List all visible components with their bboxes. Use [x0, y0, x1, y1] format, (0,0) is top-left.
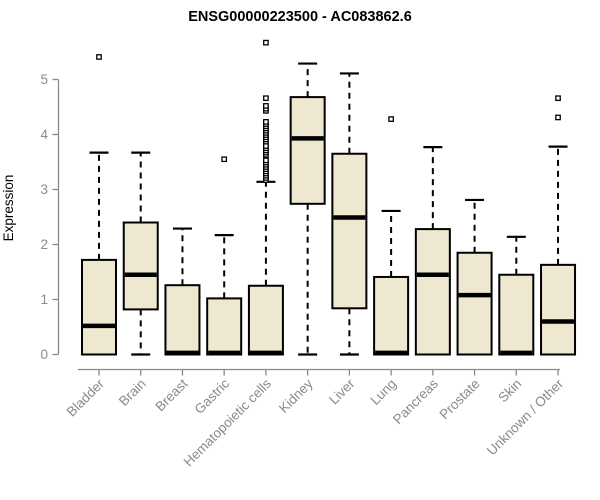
box-iqr	[456, 251, 493, 356]
box-group-kidney	[289, 62, 326, 356]
x-tick-label: Gastric	[191, 376, 232, 417]
box-group-brain	[122, 151, 159, 356]
outlier-point	[263, 157, 269, 164]
box-iqr	[206, 297, 243, 356]
y-tick-label: 2	[40, 237, 48, 252]
box-iqr	[122, 221, 159, 311]
x-tick-label: Lung	[367, 376, 399, 408]
box-group-lung	[373, 116, 410, 356]
outlier-point	[96, 54, 102, 60]
box-group-gastric	[206, 156, 243, 356]
box-group-bladder	[81, 54, 117, 356]
x-tick-label: Prostate	[437, 376, 483, 422]
y-tick-label: 5	[40, 72, 48, 87]
box-group-prostate	[456, 198, 493, 356]
outlier-point	[263, 103, 269, 109]
x-tick-label: Kidney	[276, 376, 316, 416]
x-tick-label: Liver	[326, 376, 358, 408]
box-iqr	[498, 273, 535, 356]
box-iqr	[414, 228, 451, 356]
box-iqr	[540, 263, 577, 356]
box-iqr	[373, 275, 410, 356]
chart-title: ENSG00000223500 - AC083862.6	[188, 9, 412, 25]
box-group-skin	[498, 235, 535, 356]
box-group-pancreas	[414, 146, 451, 356]
x-tick-label: Pancreas	[390, 376, 441, 427]
box-group-breast	[164, 227, 201, 356]
box-iqr	[81, 258, 117, 356]
x-tick-label: Unknown / Other	[484, 376, 567, 459]
outlier-point	[263, 143, 269, 149]
y-axis: 0 1 2 3 4 5	[40, 72, 60, 362]
outlier-point	[555, 114, 561, 121]
x-tick-label: Bladder	[64, 376, 108, 420]
box-iqr	[331, 152, 368, 310]
outlier-point	[388, 116, 394, 122]
box-iqr	[247, 284, 284, 356]
box-group-hematopoietic-cells	[247, 39, 284, 356]
outlier-point	[221, 156, 228, 163]
x-tick-label: Breast	[152, 376, 190, 414]
box-iqr	[164, 284, 201, 356]
outlier-point	[263, 119, 269, 125]
y-axis-title: Expression	[1, 175, 16, 242]
outlier-point	[263, 95, 269, 102]
x-tick-label: Brain	[116, 376, 149, 409]
box-iqr	[289, 96, 326, 205]
y-tick-label: 4	[40, 127, 48, 142]
box-group-unknown-other	[540, 95, 577, 356]
x-tick-label: Skin	[495, 376, 524, 405]
box-group-liver	[331, 72, 368, 356]
y-tick-label: 0	[40, 347, 48, 362]
plot-area	[81, 39, 577, 356]
outlier-point	[555, 95, 561, 102]
outlier-point	[263, 39, 269, 46]
y-tick-label: 3	[40, 182, 48, 197]
y-tick-label: 1	[40, 292, 48, 307]
